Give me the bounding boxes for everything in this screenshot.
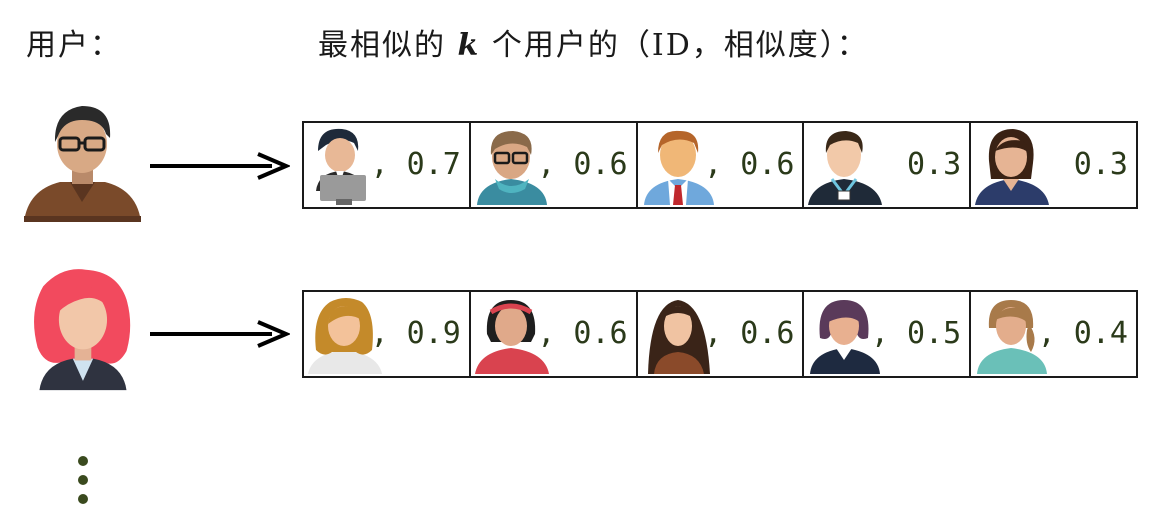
neighbor-cell: 0.3 [804,123,972,207]
woman-long-hair-icon [647,300,710,374]
similarity-score: , 0.4 [1037,316,1128,351]
neighbor-cell: , 0.5 [804,292,972,376]
similarity-score: , 0.9 [370,316,461,351]
similarity-score: , 0.6 [537,147,628,182]
woman-navy-icon [975,129,1050,205]
neighbor-cell: , 0.6 [638,292,805,376]
similarity-score: , 0.6 [537,316,628,351]
similarity-score: , 0.7 [370,147,461,182]
neighbor-row-1: , 0.7 , 0.6 , 0.6 0.3 [302,121,1138,209]
arrow-icon [150,320,290,348]
neighbor-cell: , 0.6 [638,123,805,207]
similarity-score: , 0.6 [704,316,795,351]
neighbor-cell: , 0.6 [471,292,638,376]
neighbor-row-2: , 0.9 , 0.6 , 0.6 , 0.5 [302,290,1138,378]
vertical-ellipsis-icon [78,456,88,504]
similarity-score: , 0.5 [870,316,962,351]
woman-bob-icon [810,300,881,374]
man-glasses-scarf-icon [476,131,547,205]
heading-suffix: 个用户的（ID，相似度）： [491,28,869,63]
neighbor-cell: , 0.7 [304,123,471,207]
heading-k: k [457,28,481,63]
male-glasses-avatar-icon [24,106,141,222]
man-red-tie-icon [643,130,714,205]
similarity-score: 0.3 [1073,147,1128,182]
similarity-score: , 0.6 [704,147,795,182]
neighbor-cell: , 0.6 [471,123,638,207]
woman-headband-icon [474,300,549,374]
heading-prefix: 最相似的 [318,28,446,63]
arrow-icon [150,152,290,180]
neighbor-cell: 0.3 [971,123,1136,207]
businessman-laptop-icon [316,128,366,205]
neighbor-cell: , 0.9 [304,292,471,376]
similarity-score: 0.3 [907,147,962,182]
neighbor-cell: , 0.4 [971,292,1136,376]
woman-blonde-icon [308,298,382,374]
users-heading: 用户： [26,28,122,63]
woman-ponytail-icon [977,300,1048,374]
man-lanyard-icon [808,131,883,205]
similar-users-heading: 最相似的 k 个用户的（ID，相似度）： [318,20,869,64]
female-red-hair-avatar-icon [34,269,131,391]
